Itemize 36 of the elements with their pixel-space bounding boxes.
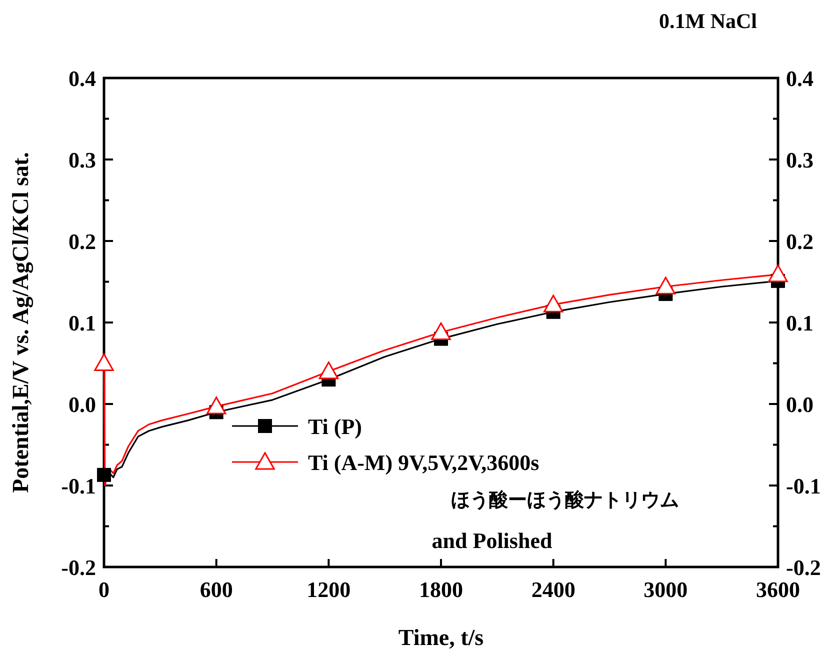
y2-tick-label: 0.0 (786, 392, 814, 417)
y2-tick-label: 0.2 (786, 229, 814, 254)
y-tick-label: 0.3 (68, 148, 96, 172)
y2-tick-label: 0.1 (786, 310, 814, 336)
x-tick-label: 3000 (644, 577, 688, 602)
y-tick-label: 0.4 (68, 66, 96, 91)
y-tick-label: 0.2 (68, 229, 96, 254)
x-tick-label: 2400 (531, 577, 576, 602)
point (543, 294, 564, 312)
point (656, 276, 676, 294)
x-tick-label: 600 (200, 577, 233, 602)
point (94, 353, 114, 371)
y-tick-label: -0.2 (61, 555, 96, 580)
point (97, 468, 111, 482)
annotation: and Polished (432, 528, 552, 553)
text: 0.1M NaCl (659, 9, 758, 33)
y2-tick-label: -0.2 (786, 555, 821, 580)
legend-label: Ti (P) (308, 414, 362, 439)
point (206, 396, 226, 414)
point (431, 322, 451, 340)
x-tick-label: 1800 (419, 577, 463, 602)
x-axis-title: Time, t/s (398, 625, 484, 650)
y2-tick-label: -0.1 (786, 474, 821, 498)
annotation: ほう酸ーほう酸ナトリウム (451, 489, 679, 511)
point (768, 264, 788, 282)
x-tick-label: 0 (98, 577, 110, 602)
y-axis-title: Potential,E/V vs. Ag/AgCl/KCl sat. (8, 152, 34, 493)
y2-tick-label: 0.4 (786, 66, 814, 91)
y2-tick-label: 0.3 (786, 148, 814, 172)
y-tick-label: 0.0 (68, 392, 96, 417)
y-tick-label: 0.1 (68, 310, 96, 336)
x-tick-label: 1200 (306, 577, 351, 602)
y-tick-label: -0.1 (61, 474, 96, 498)
x-tick-label: 3600 (756, 577, 800, 602)
legend-label: Ti (A-M) 9V,5V,2V,3600s (308, 450, 540, 475)
point (318, 362, 339, 380)
